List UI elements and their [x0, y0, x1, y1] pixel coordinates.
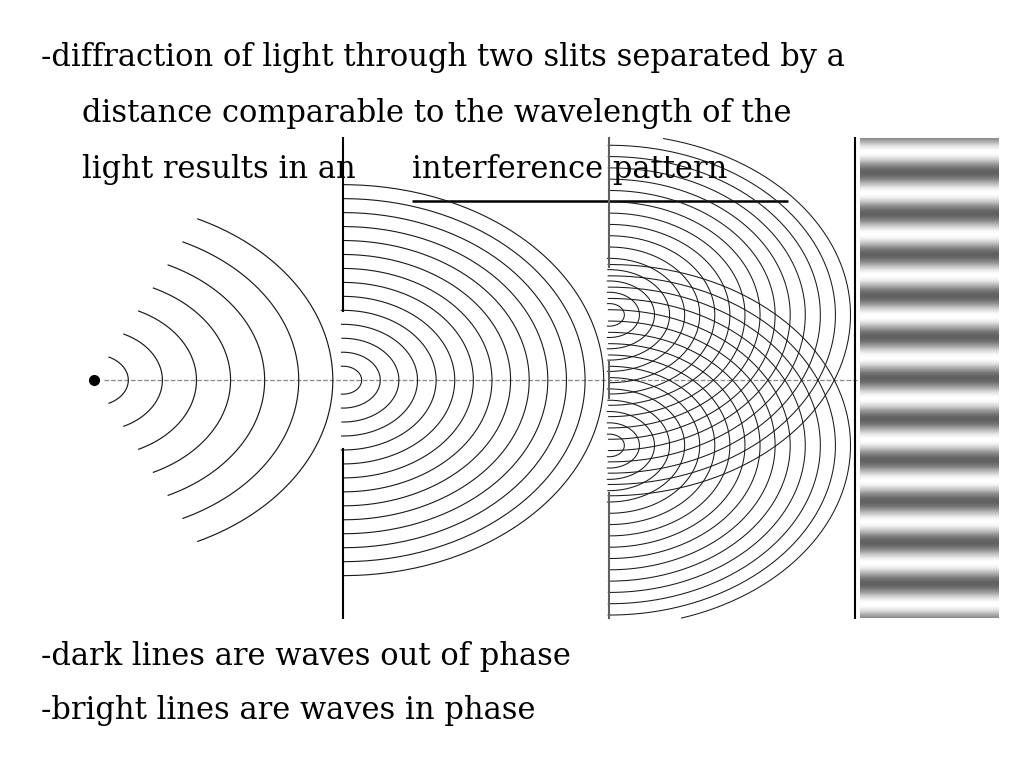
Text: -diffraction of light through two slits separated by a: -diffraction of light through two slits … — [41, 42, 845, 73]
Text: interference pattern: interference pattern — [412, 154, 727, 185]
Text: -dark lines are waves out of phase: -dark lines are waves out of phase — [41, 641, 570, 672]
Text: distance comparable to the wavelength of the: distance comparable to the wavelength of… — [82, 98, 792, 129]
Text: -bright lines are waves in phase: -bright lines are waves in phase — [41, 695, 536, 726]
Text: light results in an: light results in an — [82, 154, 366, 185]
